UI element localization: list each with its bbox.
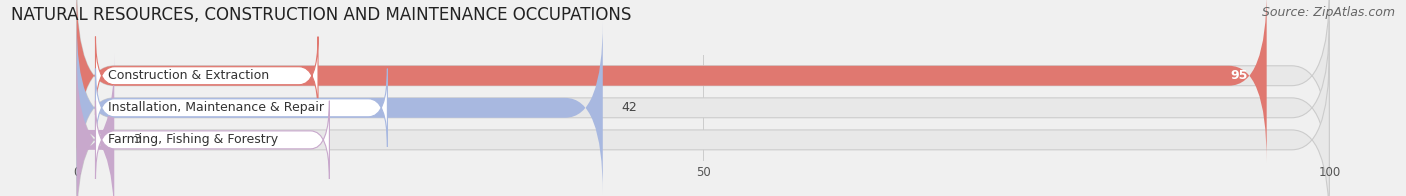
FancyBboxPatch shape [96, 69, 388, 147]
FancyBboxPatch shape [77, 54, 1329, 196]
FancyBboxPatch shape [96, 101, 329, 179]
Text: 95: 95 [1230, 69, 1249, 82]
Text: 42: 42 [621, 101, 637, 114]
FancyBboxPatch shape [77, 0, 1267, 162]
Text: Source: ZipAtlas.com: Source: ZipAtlas.com [1261, 6, 1395, 19]
Text: Installation, Maintenance & Repair: Installation, Maintenance & Repair [108, 101, 323, 114]
FancyBboxPatch shape [77, 0, 1329, 162]
Text: 3: 3 [134, 133, 141, 146]
FancyBboxPatch shape [77, 54, 114, 196]
Text: Farming, Fishing & Forestry: Farming, Fishing & Forestry [108, 133, 278, 146]
Text: NATURAL RESOURCES, CONSTRUCTION AND MAINTENANCE OCCUPATIONS: NATURAL RESOURCES, CONSTRUCTION AND MAIN… [11, 6, 631, 24]
FancyBboxPatch shape [77, 22, 603, 194]
FancyBboxPatch shape [96, 37, 318, 115]
FancyBboxPatch shape [77, 22, 1329, 194]
Text: Construction & Extraction: Construction & Extraction [108, 69, 269, 82]
